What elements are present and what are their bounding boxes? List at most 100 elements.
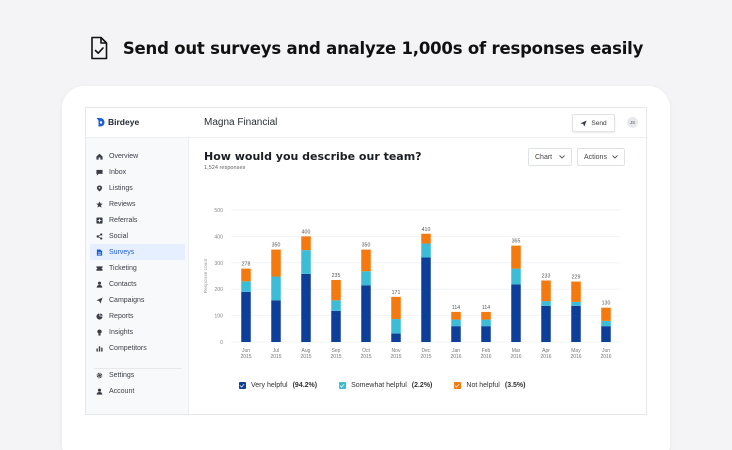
bar-segment-very-helpful [301,273,311,342]
bar-segment-somewhat-helpful [601,320,611,327]
brand-logo[interactable]: Birdeye [96,117,139,127]
sidebar-item-ticketing[interactable]: Ticketing [90,260,185,276]
x-tick-year: 2016 [450,354,461,360]
sidebar-item-inbox[interactable]: Inbox [90,164,185,180]
sidebar-item-listings[interactable]: Listings [90,180,185,196]
bar-segment-not-helpful [601,307,611,321]
insights-icon [97,328,102,336]
legend-item-somewhat-helpful[interactable]: Somewhat helpful (2.2%) [339,381,432,389]
x-tick-year: 2015 [330,354,341,360]
bar-segment-not-helpful [541,280,551,302]
bar-segment-somewhat-helpful [571,301,581,306]
legend-percent: (94.2%) [292,381,318,389]
bar-segment-not-helpful [571,281,581,302]
gear-icon [96,372,103,378]
send-button[interactable]: Send [572,114,615,132]
bar-total-label: 350 [362,243,371,249]
bar-segment-somewhat-helpful [361,271,371,286]
actions-dropdown[interactable]: Actions [577,148,625,166]
view-type-dropdown[interactable]: Chart [528,148,572,166]
sidebar-item-surveys[interactable]: Surveys [90,244,185,260]
x-tick-month: Jun [242,348,250,354]
bar-segment-somewhat-helpful [271,276,281,301]
bar-total-label: 171 [392,290,401,296]
x-tick-month: Dec [422,348,431,354]
campaign-icon [96,296,103,304]
sidebar-item-reports[interactable]: Reports [90,308,185,324]
sidebar-item-campaigns[interactable]: Campaigns [90,292,185,308]
top-bar: Birdeye Magna Financial Send JS [86,108,646,138]
view-type-value: Chart [535,153,553,161]
x-tick-month: Nov [392,348,401,354]
legend-checkbox[interactable] [339,381,347,389]
paper-plane-icon [580,119,587,127]
sidebar-item-overview[interactable]: Overview [90,148,185,164]
bar-total-label: 400 [302,229,311,235]
legend-item-very-helpful[interactable]: Very helpful (94.2%) [239,381,318,389]
survey-icon [96,248,103,256]
bar-segment-very-helpful [421,257,431,342]
account-name[interactable]: Magna Financial [204,117,278,128]
bar-total-label: 235 [332,273,341,279]
x-tick-month: Sep [332,348,341,354]
bar-segment-very-helpful [511,284,521,342]
x-tick-year: 2015 [240,354,251,360]
bar-segment-not-helpful [511,245,521,269]
sidebar-item-label: Surveys [109,248,135,256]
legend-label: Very helpful [251,381,288,389]
x-tick-year: 2015 [360,354,371,360]
survey-question-title: How would you describe our team? [204,150,422,163]
x-tick-year: 2016 [510,354,521,360]
sidebar-item-label: Referrals [109,216,138,224]
star-icon [96,200,103,208]
y-tick-label: 0 [220,340,223,346]
x-tick-month: Aug [302,348,311,354]
sidebar-item-label: Account [109,387,135,395]
x-tick-month: Jul [273,348,279,354]
sidebar-item-label: Insights [109,328,134,336]
bar-segment-very-helpful [451,326,461,342]
competitors-icon [96,345,103,352]
sidebar-item-referrals[interactable]: Referrals [90,212,185,228]
response-count: 1,524 responses [204,165,246,171]
sidebar-item-competitors[interactable]: Competitors [90,340,185,356]
survey-panel: How would you describe our team? 1,524 r… [189,138,646,414]
x-tick-month: Oct [362,348,370,354]
actions-label: Actions [584,153,607,161]
bar-segment-very-helpful [541,305,551,342]
bar-segment-very-helpful [331,310,341,342]
bar-segment-somewhat-helpful [421,243,431,258]
legend-item-not-helpful[interactable]: Not helpful (3.5%) [454,381,526,389]
x-tick-month: May [571,348,581,354]
bar-segment-very-helpful [571,305,581,342]
bar-segment-not-helpful [361,249,371,272]
chevron-down-icon [612,155,618,159]
x-tick-month: Apr [542,348,550,354]
x-tick-year: 2015 [270,354,281,360]
sidebar-item-contacts[interactable]: Contacts [90,276,185,292]
avatar[interactable]: JS [627,117,638,128]
legend-checkbox[interactable] [239,381,246,389]
x-tick-year: 2015 [420,354,431,360]
referral-icon [96,216,103,224]
sidebar-item-social[interactable]: Social [90,228,185,244]
bar-total-label: 278 [242,262,251,268]
legend-percent: (3.5%) [504,381,526,389]
sidebar-item-insights[interactable]: Insights [90,324,185,340]
bar-segment-somewhat-helpful [301,250,311,274]
sidebar-item-settings[interactable]: Settings [90,367,185,383]
sidebar-item-reviews[interactable]: Reviews [90,196,185,212]
legend-checkbox[interactable] [454,381,462,389]
sidebar-item-account[interactable]: Account [90,383,185,399]
x-tick-month: Jun [602,348,610,354]
x-tick-year: 2016 [600,354,611,360]
x-tick-year: 2016 [570,354,581,360]
document-check-icon [91,36,108,60]
pin-icon [96,184,103,192]
y-tick-label: 100 [214,314,223,320]
bar-total-label: 233 [542,273,551,279]
sidebar-item-label: Campaigns [109,296,145,304]
y-tick-label: 300 [214,261,223,267]
bar-total-label: 229 [572,275,581,281]
